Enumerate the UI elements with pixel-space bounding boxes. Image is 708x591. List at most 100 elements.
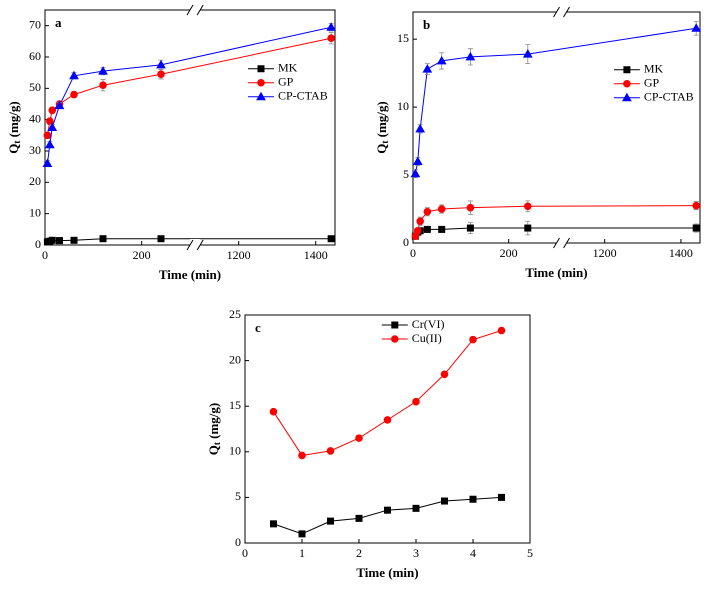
marker	[42, 158, 53, 168]
marker	[43, 131, 52, 140]
marker	[270, 520, 277, 528]
marker	[466, 203, 475, 212]
marker	[692, 224, 700, 232]
x-tick-label: 5	[527, 546, 533, 560]
marker	[156, 59, 166, 69]
legend-label: Cu(II)	[412, 331, 442, 345]
marker	[436, 55, 447, 65]
legend-label: Cr(VI)	[412, 317, 445, 331]
x-tick-label: 3	[413, 546, 419, 560]
axis-break-gap	[556, 6, 567, 18]
marker	[423, 225, 431, 233]
x-tick-label: 0	[42, 248, 48, 262]
y-tick-label: 10	[397, 99, 409, 113]
marker	[692, 201, 700, 210]
axis-break	[553, 6, 570, 18]
marker	[157, 70, 165, 79]
marker	[441, 497, 448, 505]
y-tick-label: 0	[235, 535, 241, 549]
marker	[69, 70, 79, 80]
marker	[383, 416, 392, 424]
marker	[99, 235, 107, 243]
x-tick-label: 4	[470, 546, 476, 560]
marker	[298, 451, 306, 460]
y-label-main: Q	[374, 144, 389, 154]
marker	[469, 495, 477, 503]
marker	[423, 207, 432, 216]
panel-label: c	[255, 320, 261, 335]
marker	[384, 506, 391, 514]
x-tick-label: 1200	[593, 246, 617, 260]
marker	[54, 100, 65, 110]
marker	[98, 66, 108, 75]
marker	[412, 156, 423, 165]
legend-marker	[257, 78, 265, 87]
marker	[522, 49, 533, 58]
series-line	[414, 205, 697, 237]
plot-frame	[244, 314, 531, 544]
y-tick-label: 20	[229, 352, 241, 366]
marker	[410, 168, 421, 178]
y-tick-label: 25	[229, 307, 241, 321]
marker	[47, 122, 58, 131]
marker	[48, 236, 56, 244]
marker	[327, 34, 335, 43]
marker	[355, 434, 363, 442]
legend-label: MK	[278, 61, 298, 75]
legend-marker	[391, 321, 399, 329]
marker	[56, 237, 63, 245]
y-label-sub: t	[12, 141, 22, 144]
x-tick-label: 0	[242, 546, 248, 560]
x-tick-label: 1200	[227, 248, 251, 262]
marker	[412, 504, 420, 512]
marker	[422, 64, 433, 73]
y-tick-label: 15	[397, 31, 409, 45]
marker	[413, 226, 422, 235]
y-axis-label: Qt (mg/g)	[206, 403, 222, 455]
axis-break-gap	[190, 4, 201, 16]
marker	[415, 123, 426, 133]
y-tick-label: 10	[229, 444, 241, 458]
y-axis-label: Qt (mg/g)	[6, 101, 22, 153]
marker	[438, 225, 446, 233]
marker	[437, 205, 446, 213]
marker	[416, 217, 424, 226]
marker	[70, 236, 78, 244]
y-tick-label: 40	[29, 111, 41, 125]
y-label-sub: t	[212, 442, 222, 445]
y-axis-label: Qt (mg/g)	[374, 101, 390, 153]
panel: 0 5 10 15 20 25 0 1 2 3 4 5 Time (min) Qt (mg/g) c Cr(V…	[206, 307, 533, 580]
y-tick-label: 50	[29, 80, 41, 94]
y-label-unit: (mg/g)	[374, 101, 389, 140]
x-tick-label: 1400	[669, 246, 693, 260]
y-label-unit: (mg/g)	[6, 101, 21, 140]
y-tick-label: 0	[403, 235, 409, 249]
marker	[691, 23, 702, 32]
y-label-main: Q	[206, 445, 221, 455]
x-tick-label: 2	[356, 546, 362, 560]
x-tick-label: 200	[500, 246, 518, 260]
x-axis-label: Time (min)	[525, 265, 587, 280]
legend-label: GP	[644, 76, 660, 90]
marker	[327, 235, 335, 243]
y-label-sub: t	[380, 141, 390, 144]
marker	[465, 51, 476, 61]
panel-label: a	[55, 15, 62, 30]
y-tick-label: 70	[29, 17, 41, 31]
series-line	[414, 227, 697, 237]
axis-break-gap	[190, 239, 201, 251]
axis-break	[186, 4, 204, 16]
y-tick-label: 30	[29, 143, 41, 157]
panel: 0 5 10 15 0 200 1200 1400 Time (min) Qt (mg/g) b MK…	[374, 6, 702, 280]
legend-marker	[623, 79, 631, 88]
axis-break	[553, 237, 570, 249]
panel: 0 10 20 30 40 50 60 70 0 200 1200 1400 Time (min) Qt …	[6, 4, 337, 282]
marker	[412, 397, 420, 406]
y-tick-label: 10	[29, 205, 41, 219]
marker	[498, 493, 505, 501]
x-tick-label: 200	[133, 248, 151, 262]
marker	[157, 235, 165, 243]
marker	[70, 90, 78, 99]
marker	[327, 517, 334, 525]
